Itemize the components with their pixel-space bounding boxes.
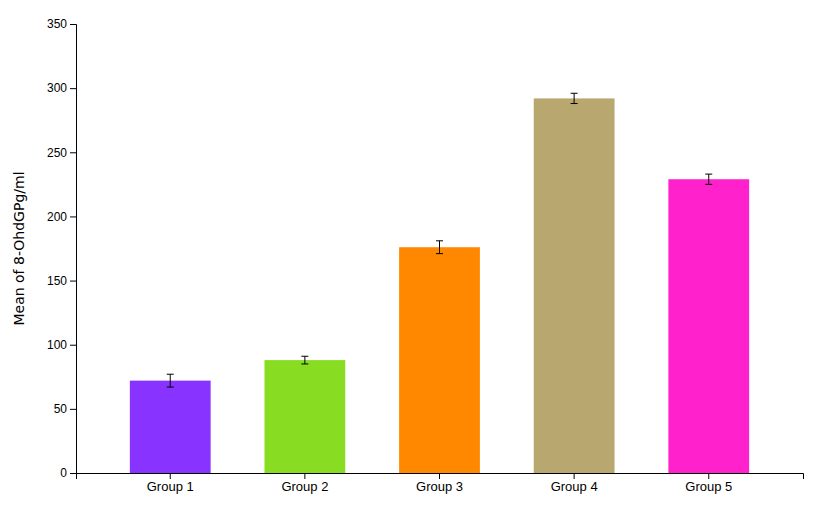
bar — [534, 98, 615, 473]
error-bar — [301, 356, 308, 364]
y-tick-label: 350 — [47, 17, 67, 31]
error-bar — [167, 374, 174, 387]
error-bar — [436, 241, 443, 254]
y-tick: 350 — [47, 17, 76, 31]
bar — [130, 381, 211, 473]
bar — [264, 360, 345, 473]
x-tick-label: Group 1 — [147, 479, 194, 494]
y-tick-mark — [70, 24, 76, 25]
y-tick-label: 250 — [47, 146, 67, 160]
error-bar — [571, 93, 578, 103]
y-axis: 0 50 100 150 200 250 300 350 — [47, 17, 77, 480]
x-tick-mark — [708, 473, 709, 479]
y-tick: 50 — [54, 402, 76, 416]
x-tick: Group 4 — [551, 473, 598, 494]
y-axis-line — [70, 25, 77, 474]
y-tick-label: 200 — [47, 210, 67, 224]
marks — [130, 93, 749, 473]
y-tick-mark — [70, 216, 76, 217]
x-axis-line — [77, 474, 804, 480]
y-axis-title: Mean of 8-OhdGPg/ml — [11, 171, 27, 325]
y-tick-label: 100 — [47, 338, 67, 352]
y-tick-label: 150 — [47, 274, 67, 288]
x-tick-mark — [304, 473, 305, 479]
y-tick-mark — [70, 473, 76, 474]
y-tick-label: 50 — [54, 402, 68, 416]
x-tick: Group 1 — [147, 473, 194, 494]
x-tick: Group 3 — [416, 473, 463, 494]
y-tick-mark — [70, 345, 76, 346]
y-tick-mark — [70, 281, 76, 282]
chart: 050100150200250300350Group 1Group 2Group… — [0, 0, 827, 517]
x-tick-label: Group 3 — [416, 479, 463, 494]
y-tick-mark — [70, 409, 76, 410]
x-tick-label: Group 4 — [551, 479, 598, 494]
x-tick-label: Group 2 — [281, 479, 328, 494]
error-bar — [705, 174, 712, 184]
x-tick: Group 5 — [685, 473, 732, 494]
y-tick: 150 — [47, 274, 76, 288]
x-tick: Group 2 — [281, 473, 328, 494]
y-tick: 0 — [60, 466, 76, 480]
plot: 050100150200250300350Group 1Group 2Group… — [47, 17, 804, 494]
y-tick: 300 — [47, 81, 76, 95]
x-tick-label: Group 5 — [685, 479, 732, 494]
bar — [399, 247, 480, 473]
y-tick-label: 300 — [47, 81, 67, 95]
x-tick-mark — [439, 473, 440, 479]
y-tick-mark — [70, 88, 76, 89]
x-tick-mark — [170, 473, 171, 479]
y-tick-mark — [70, 152, 76, 153]
bar — [668, 179, 749, 473]
y-tick: 200 — [47, 210, 76, 224]
y-tick-label: 0 — [60, 466, 67, 480]
y-tick: 100 — [47, 338, 76, 352]
x-axis: Group 1 Group 2 Group 3 Group 4 Group 5 — [77, 473, 804, 494]
y-tick: 250 — [47, 146, 76, 160]
x-tick-mark — [574, 473, 575, 479]
